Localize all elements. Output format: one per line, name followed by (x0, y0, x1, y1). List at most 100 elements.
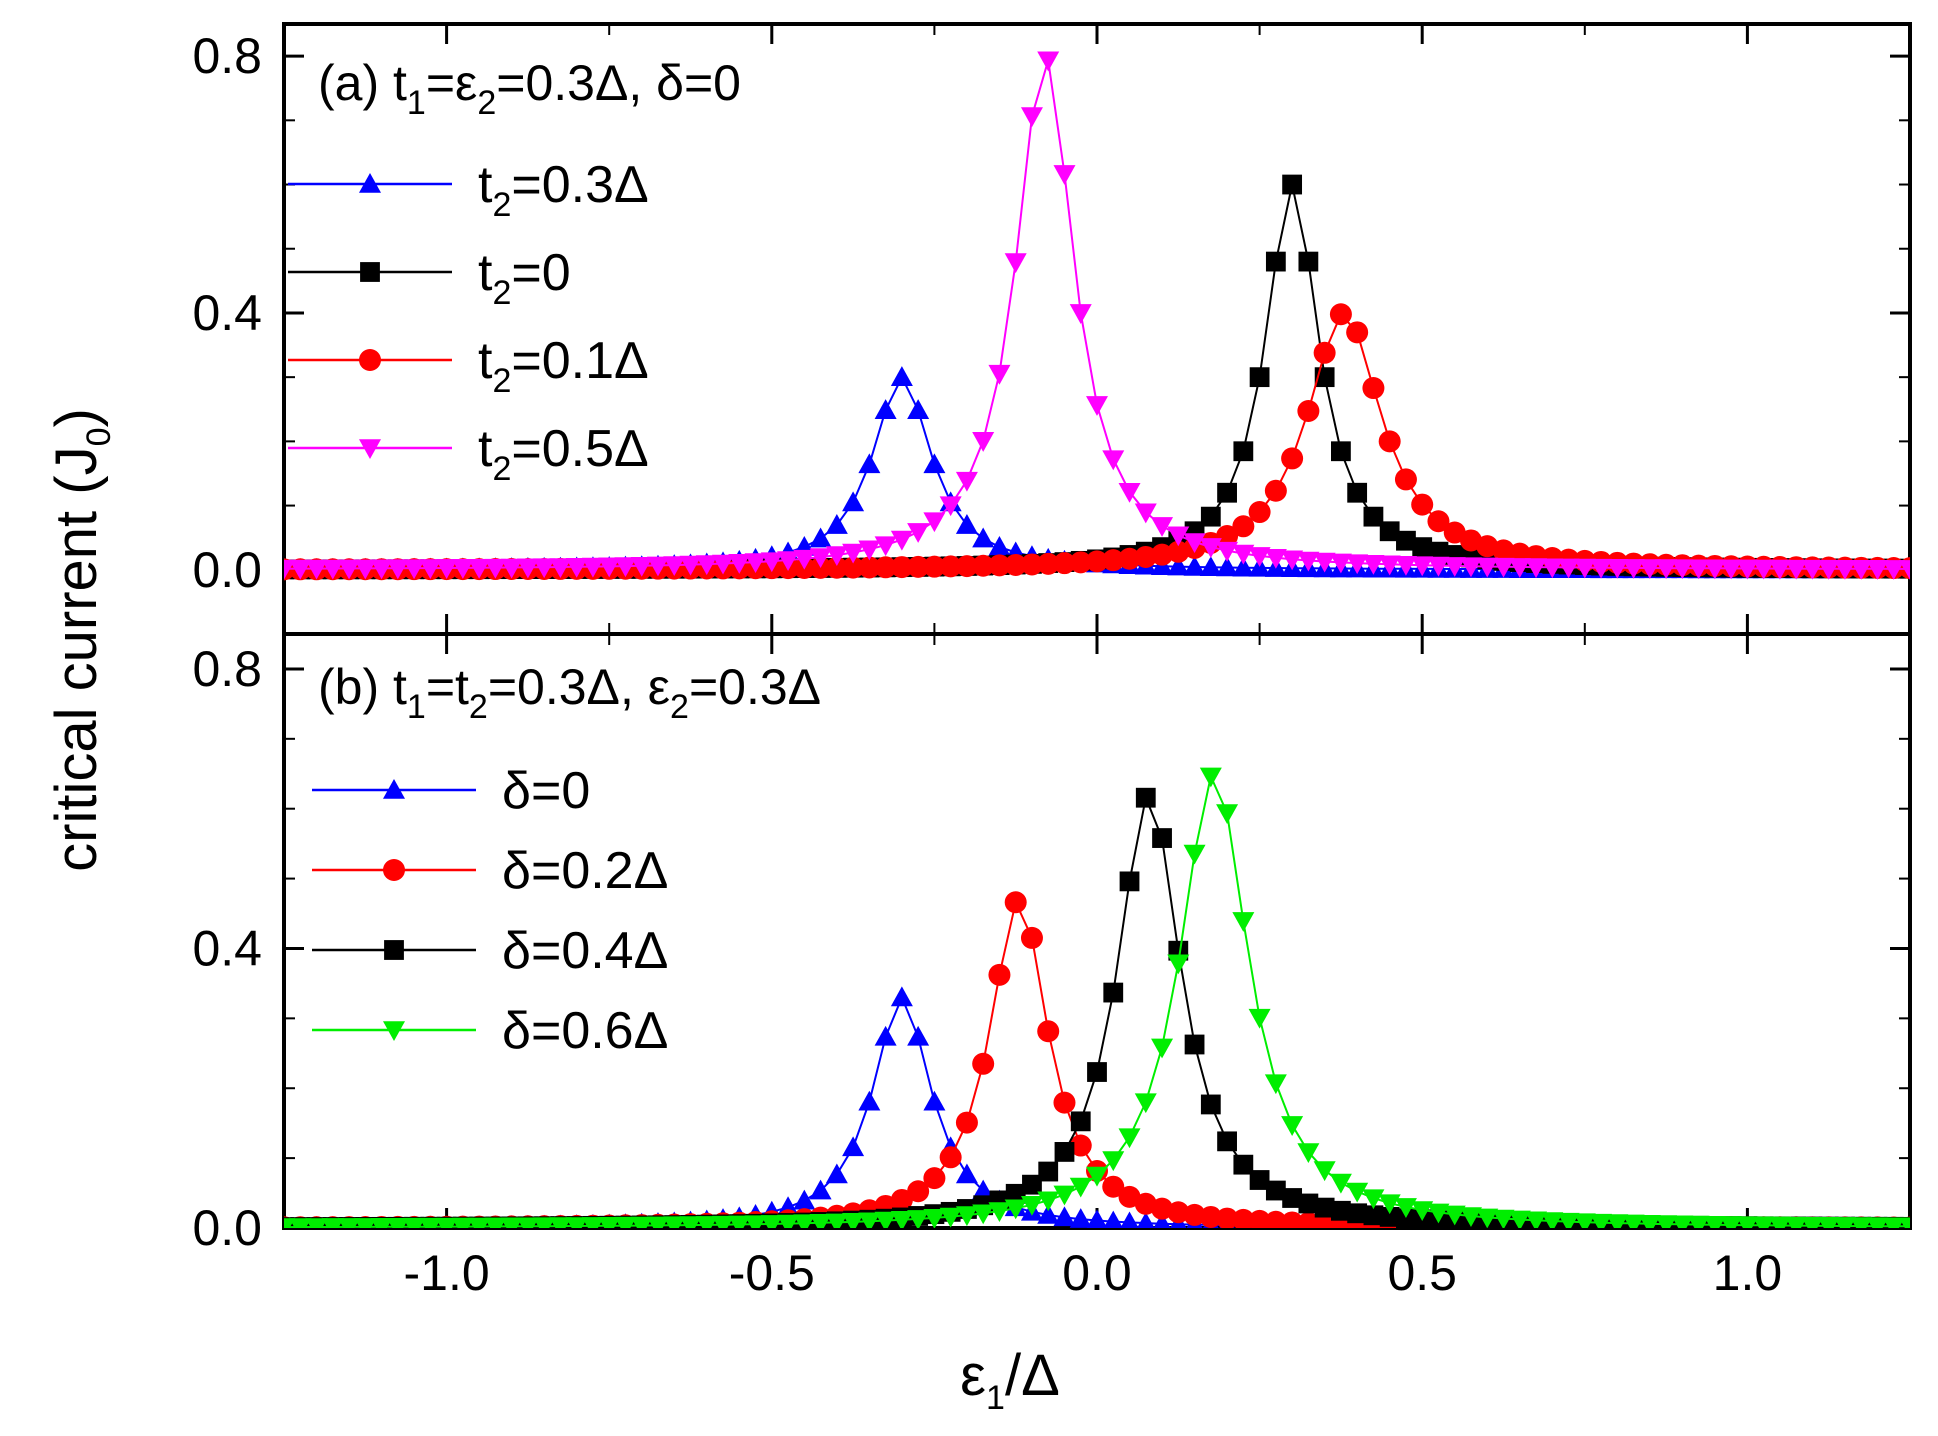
data-point (1119, 871, 1140, 892)
data-point (955, 471, 978, 492)
y-tick-label: 0.8 (192, 641, 262, 697)
data-point (370, 1218, 393, 1228)
data-point (1053, 165, 1076, 185)
legend-marker (383, 1021, 405, 1041)
data-point (1411, 493, 1434, 516)
data-point (1655, 1215, 1678, 1228)
data-point (1103, 982, 1124, 1003)
data-point (923, 1090, 946, 1111)
data-point (890, 366, 913, 386)
data-point (760, 1215, 783, 1228)
data-point (1801, 559, 1824, 580)
data-point (1882, 560, 1905, 580)
data-point (1768, 559, 1791, 580)
data-point (1362, 377, 1385, 400)
data-point (1216, 525, 1239, 548)
data-point (1183, 555, 1206, 576)
data-point (1232, 556, 1255, 577)
data-point (972, 1179, 995, 1200)
data-point (1492, 557, 1515, 578)
data-point (451, 559, 474, 579)
data-point (1331, 441, 1351, 462)
legend-label: δ=0.2Δ (502, 842, 668, 900)
data-point (549, 1217, 572, 1228)
data-point (874, 556, 897, 579)
data-point (1053, 1091, 1076, 1114)
data-point (663, 1216, 686, 1228)
data-point (1833, 559, 1856, 580)
data-point (500, 558, 523, 579)
data-point (468, 1217, 491, 1228)
x-tick-label: 1.0 (1713, 1245, 1783, 1301)
y-axis-title: critical current (J0) (44, 408, 118, 872)
data-point (1882, 1217, 1905, 1228)
data-point (1785, 559, 1808, 580)
data-point (1411, 1201, 1434, 1222)
data-point (1590, 1213, 1613, 1228)
data-point (1899, 1217, 1910, 1228)
data-point (793, 549, 816, 570)
data-point (1037, 51, 1060, 72)
data-point (1443, 557, 1466, 577)
data-point (646, 556, 669, 577)
data-point (1347, 482, 1368, 503)
data-point (1313, 341, 1336, 364)
data-point (1265, 251, 1286, 272)
data-point (988, 1202, 1011, 1223)
data-point (1362, 1189, 1385, 1210)
data-point (842, 491, 865, 512)
data-point (1850, 560, 1873, 580)
data-point (1120, 1211, 1139, 1228)
data-point (1346, 321, 1369, 344)
data-point (1703, 559, 1726, 580)
data-point (825, 1213, 848, 1228)
legend-marker (359, 439, 381, 459)
data-point (1363, 506, 1384, 527)
data-point (988, 963, 1011, 986)
data-point (1396, 530, 1416, 551)
legend-label: δ=0.6Δ (502, 1002, 668, 1060)
legend-label: t2=0.1Δ (478, 332, 649, 400)
data-point (1167, 1201, 1190, 1224)
data-point (679, 555, 702, 576)
data-point (1638, 559, 1661, 579)
data-point (1557, 1212, 1580, 1228)
data-point (777, 1214, 800, 1228)
data-point (1102, 549, 1125, 572)
data-point (1118, 547, 1141, 570)
data-point (1264, 548, 1287, 569)
data-point (289, 1218, 312, 1228)
data-point (516, 1217, 539, 1228)
y-tick-label: 0.0 (192, 542, 262, 598)
data-point (1281, 447, 1304, 470)
data-point (1476, 557, 1499, 578)
data-point (1086, 396, 1108, 416)
y-tick-label: 0.4 (192, 285, 262, 341)
y-tick-label: 0.8 (192, 28, 262, 84)
data-point (777, 551, 800, 572)
data-point (1136, 1212, 1155, 1228)
data-point (1282, 1188, 1303, 1208)
data-point (1379, 1206, 1400, 1227)
data-point (955, 1206, 978, 1227)
data-point (1687, 1215, 1710, 1228)
data-point (1020, 926, 1043, 949)
data-point (695, 1216, 718, 1228)
data-point (403, 1217, 426, 1228)
data-point (1736, 559, 1759, 580)
data-point (890, 1188, 913, 1211)
data-point (1037, 1203, 1060, 1224)
data-point (890, 1211, 913, 1228)
data-point (1264, 1074, 1287, 1095)
data-point (1069, 304, 1092, 324)
panel-a-title: (a) t1=ε2=0.3Δ, δ=0 (318, 55, 741, 122)
panel-b: 0.0 0.4 0.8 (b) t1=t2=0.3Δ, ε2=0.3Δ δ=0 δ=0.2… (192, 632, 1912, 1256)
data-point (679, 1216, 702, 1228)
data-point (907, 1210, 930, 1228)
data-point (858, 1090, 881, 1111)
data-point (1394, 1198, 1417, 1218)
data-point (1248, 547, 1271, 567)
data-point (1233, 1154, 1254, 1175)
data-point (858, 453, 881, 474)
data-point (1606, 558, 1629, 579)
